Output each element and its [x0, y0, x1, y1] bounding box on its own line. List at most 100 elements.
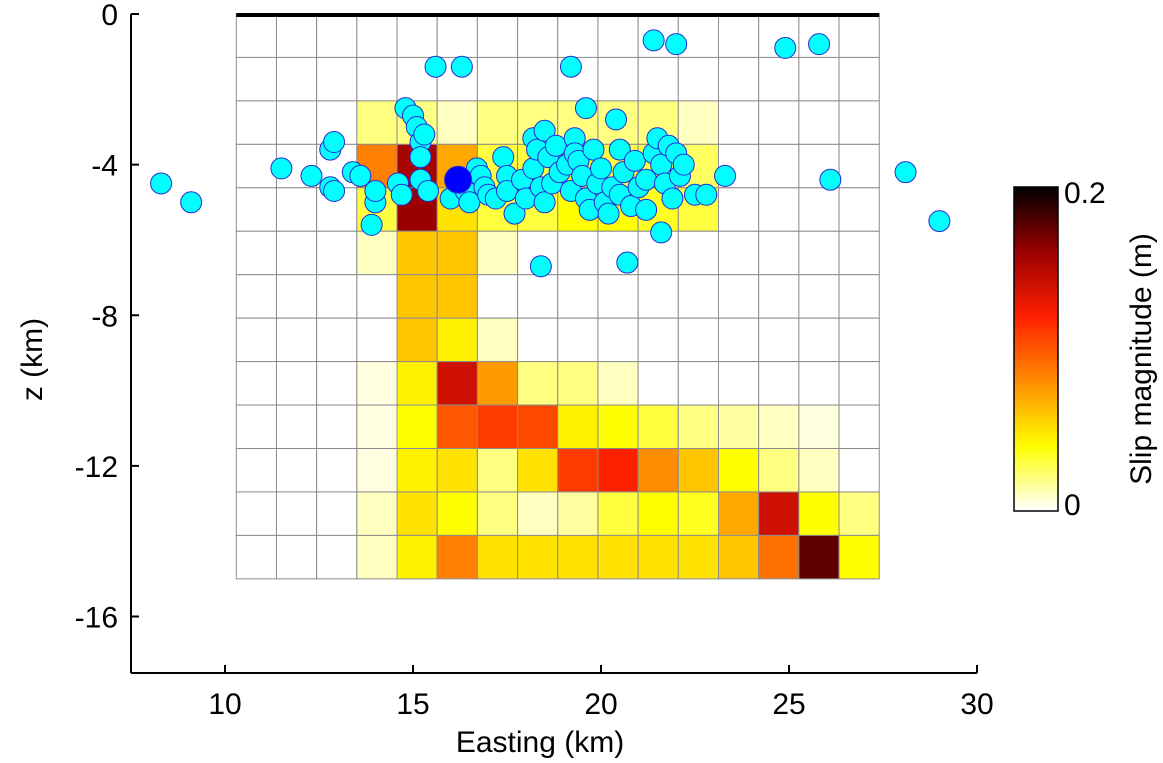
slip-cell [356, 534, 398, 580]
aftershock-point [894, 161, 917, 184]
slip-cell [356, 100, 398, 145]
x-tick-label: 30 [960, 688, 993, 721]
slip-cell [597, 317, 639, 363]
slip-cell [677, 534, 720, 580]
slip-cell [637, 534, 679, 580]
aftershock-point [928, 210, 951, 233]
slip-cell [798, 491, 840, 536]
slip-cell [637, 361, 679, 406]
slip-cell [275, 56, 318, 102]
slip-cell [275, 274, 318, 319]
slip-cell [838, 274, 880, 319]
slip-cell [275, 361, 318, 406]
slip-cell [517, 317, 559, 363]
slip-cell [798, 56, 840, 102]
slip-cell [798, 448, 840, 493]
slip-cell [235, 448, 277, 493]
slip-cell [597, 56, 639, 102]
aftershock-point [635, 198, 658, 221]
slip-cell [677, 361, 720, 406]
x-tick-label: 25 [772, 688, 805, 721]
slip-cell [557, 317, 599, 363]
slip-cell [356, 230, 398, 276]
slip-cell [396, 230, 438, 276]
x-tick-label: 10 [208, 688, 241, 721]
aftershock-point [150, 172, 173, 195]
hypocenter-point [444, 165, 473, 194]
y-tick-label: -4 [91, 150, 118, 183]
slip-cell [316, 274, 358, 319]
slip-cell [275, 230, 318, 276]
slip-cell [517, 404, 559, 450]
slip-cell [798, 187, 840, 232]
slip-cell [677, 100, 720, 145]
slip-cell [758, 143, 800, 189]
slip-cell [597, 13, 639, 58]
slip-cell [838, 448, 880, 493]
slip-cell [436, 230, 478, 276]
slip-cell [316, 534, 358, 580]
slip-cell [677, 56, 720, 102]
slip-cell [275, 534, 318, 580]
y-axis-title: z (km) [16, 318, 49, 401]
colorbar-max-label: 0.2 [1064, 177, 1106, 210]
slip-cell [235, 13, 277, 58]
aftershock-point [409, 146, 432, 169]
slip-cell [798, 317, 840, 363]
slip-cell [838, 534, 880, 580]
aftershock-point [665, 33, 688, 56]
slip-cell [557, 404, 599, 450]
slip-cell [235, 361, 277, 406]
aftershock-point [323, 131, 346, 154]
slip-cell [597, 361, 639, 406]
slip-cell [275, 404, 318, 450]
colorbar: 0.2 0 Slip magnitude (m) [1013, 177, 1158, 522]
slip-cell [275, 13, 318, 58]
y-tick-label: -12 [75, 451, 118, 484]
aftershock-point [582, 138, 605, 161]
slip-cell [838, 143, 880, 189]
aftershock-point [300, 164, 323, 187]
slip-cell [396, 534, 438, 580]
slip-cell [718, 100, 760, 145]
slip-cell [597, 448, 639, 493]
slip-cell [637, 491, 679, 536]
aftershock-point [559, 55, 582, 78]
slip-cell [758, 274, 800, 319]
slip-cell [436, 361, 478, 406]
slip-cell [476, 230, 519, 276]
slip-cell [396, 317, 438, 363]
slip-cell [235, 143, 277, 189]
slip-cell [396, 491, 438, 536]
aftershock-point [623, 149, 646, 172]
slip-cell [476, 56, 519, 102]
aftershock-point [180, 191, 203, 214]
slip-cell [316, 448, 358, 493]
slip-cell [396, 274, 438, 319]
aftershock-point [774, 36, 797, 59]
slip-cell [356, 448, 398, 493]
slip-cell [557, 534, 599, 580]
aftershock-point [323, 179, 346, 202]
slip-cell [758, 491, 800, 536]
aftershock-point [496, 179, 518, 202]
slip-cell [517, 13, 559, 58]
colorbar-title: Slip magnitude (m) [1125, 233, 1158, 485]
slip-cell [235, 100, 277, 145]
slip-cell [235, 404, 277, 450]
aftershock-point [650, 221, 673, 244]
slip-cell [838, 317, 880, 363]
slip-cell [718, 13, 760, 58]
slip-cell [798, 230, 840, 276]
slip-cell [517, 361, 559, 406]
slip-cell [436, 491, 478, 536]
slip-cell [275, 317, 318, 363]
slip-cell [557, 361, 599, 406]
slip-cell [316, 491, 358, 536]
slip-cell [356, 491, 398, 536]
slip-cell [838, 187, 880, 232]
slip-cell [356, 13, 398, 58]
slip-cell [356, 317, 398, 363]
slip-cell [758, 317, 800, 363]
